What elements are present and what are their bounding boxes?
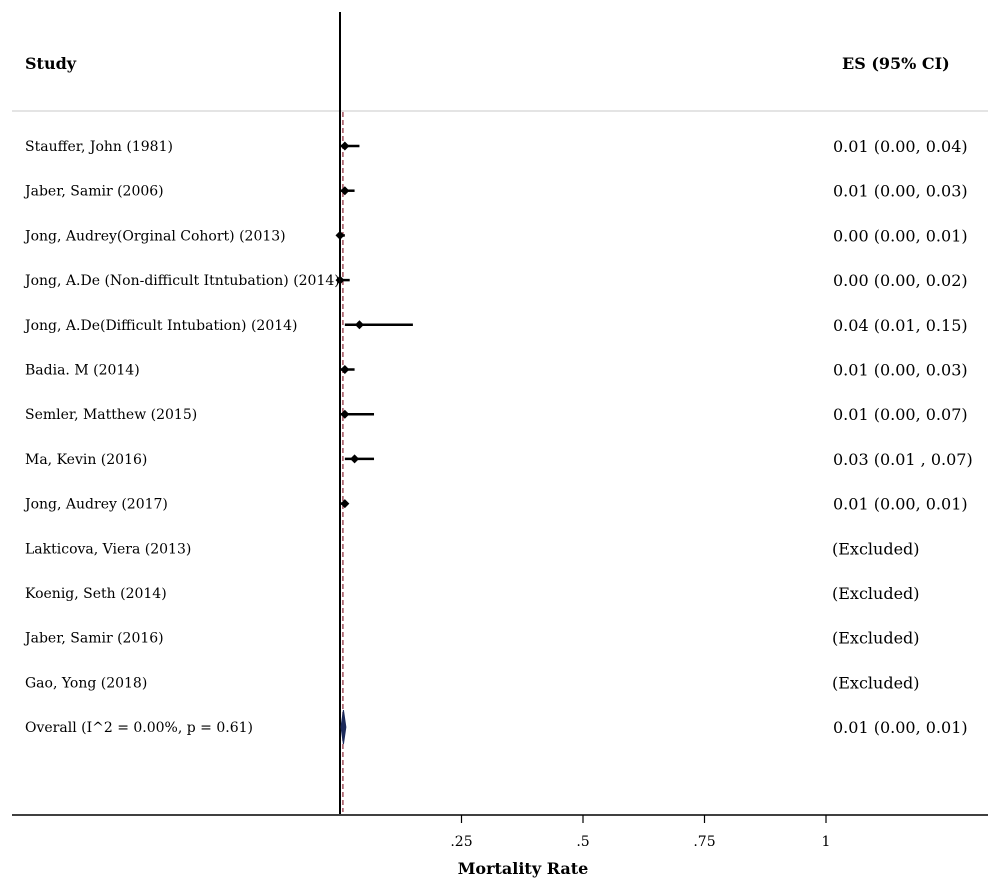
study-label: Lakticova, Viera (2013) bbox=[25, 541, 191, 557]
point-estimate-marker bbox=[340, 409, 350, 419]
excluded-label: (Excluded) bbox=[832, 629, 920, 648]
study-label: Jaber, Samir (2016) bbox=[23, 631, 164, 647]
study-label: Jong, Audrey (2017) bbox=[23, 497, 168, 513]
study-label: Jong, Audrey(Orginal Cohort) (2013) bbox=[23, 228, 286, 244]
study-label: Gao, Yong (2018) bbox=[25, 675, 147, 691]
x-tick-label: .5 bbox=[576, 834, 589, 850]
study-label: Jaber, Samir (2006) bbox=[23, 184, 164, 200]
es-ci-value: 0.01 (0.00, 0.03) bbox=[833, 361, 968, 380]
es-column-header: ES (95% CI) bbox=[842, 54, 950, 73]
excluded-label: (Excluded) bbox=[832, 584, 920, 603]
es-ci-value: 0.01 (0.00, 0.01) bbox=[833, 495, 968, 514]
excluded-label: (Excluded) bbox=[832, 673, 920, 692]
point-estimate-marker bbox=[335, 230, 345, 240]
x-tick-label: .75 bbox=[693, 834, 715, 850]
point-estimate-marker bbox=[340, 186, 350, 196]
study-label: Semler, Matthew (2015) bbox=[25, 407, 197, 423]
study-label: Jong, A.De(Difficult Intubation) (2014) bbox=[23, 318, 298, 334]
study-label: Jong, A.De (Non-difficult Itntubation) (… bbox=[23, 273, 340, 289]
overall-label: Overall (I^2 = 0.00%, p = 0.61) bbox=[25, 720, 253, 736]
es-ci-value: 0.00 (0.00, 0.02) bbox=[833, 271, 968, 290]
point-estimate-marker bbox=[335, 275, 345, 285]
es-ci-value: 0.04 (0.01, 0.15) bbox=[833, 316, 968, 335]
point-estimate-marker bbox=[340, 499, 350, 509]
study-label: Ma, Kevin (2016) bbox=[25, 452, 147, 468]
es-ci-value: 0.01 (0.00, 0.07) bbox=[833, 405, 968, 424]
overall-es-ci-value: 0.01 (0.00, 0.01) bbox=[833, 718, 968, 737]
es-ci-value: 0.00 (0.00, 0.01) bbox=[833, 226, 968, 245]
point-estimate-marker bbox=[340, 141, 350, 151]
study-label: Koenig, Seth (2014) bbox=[25, 586, 167, 602]
es-ci-value: 0.01 (0.00, 0.03) bbox=[833, 182, 968, 201]
es-ci-value: 0.03 (0.01 , 0.07) bbox=[833, 450, 973, 469]
study-column-header: Study bbox=[25, 54, 77, 73]
excluded-label: (Excluded) bbox=[832, 539, 920, 558]
point-estimate-marker bbox=[354, 320, 364, 330]
point-estimate-marker bbox=[340, 365, 350, 374]
x-axis-title: Mortality Rate bbox=[458, 859, 589, 878]
study-label: Badia. M (2014) bbox=[25, 363, 140, 379]
x-tick-label: 1 bbox=[822, 834, 831, 850]
es-ci-value: 0.01 (0.00, 0.04) bbox=[833, 137, 968, 156]
x-tick-label: .25 bbox=[450, 834, 472, 850]
study-label: Stauffer, John (1981) bbox=[25, 139, 173, 155]
overall-diamond bbox=[340, 710, 347, 745]
point-estimate-marker bbox=[350, 454, 360, 464]
